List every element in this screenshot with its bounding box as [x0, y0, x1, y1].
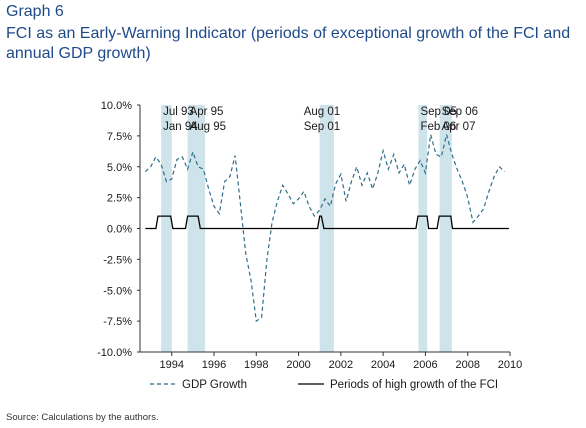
- y-tick-label: 5.0%: [107, 162, 132, 174]
- y-tick-label: -7.5%: [103, 316, 132, 328]
- period-label-start: Sep 05: [420, 106, 456, 118]
- y-tick-label: -10.0%: [97, 347, 132, 359]
- shaded-periods: [161, 105, 452, 352]
- x-tick-label: 1994: [159, 359, 183, 371]
- period-label-start: Sep 06: [442, 106, 478, 118]
- shaded-period-4: [418, 105, 428, 352]
- period-label-start: Jul 93: [163, 106, 194, 118]
- y-tick-label: 2.5%: [107, 193, 132, 205]
- y-tick-label: 0.0%: [107, 224, 132, 236]
- period-label-end: Aug 95: [190, 121, 226, 133]
- gdp-growth-line: [144, 134, 506, 323]
- period-label-end: Feb 06: [420, 121, 456, 133]
- legend-entry: Periods of high growth of the FCI: [330, 379, 498, 391]
- x-tick-label: 2010: [498, 359, 522, 371]
- y-tick-label: 10.0%: [101, 100, 132, 112]
- shaded-period-1: [161, 105, 172, 352]
- x-tick-label: 2008: [455, 359, 479, 371]
- fci-high-growth-line: [145, 215, 509, 230]
- shaded-period-2: [187, 105, 206, 352]
- source-note: Source: Calculations by the authors.: [6, 412, 159, 423]
- period-label-start: Apr 95: [190, 106, 224, 118]
- x-tick-label: 2002: [329, 359, 353, 371]
- legend: GDP Growth Periods of high growth of the …: [150, 379, 498, 391]
- x-tick-label: 1996: [202, 359, 226, 371]
- series: [144, 134, 509, 323]
- y-tick-label: -2.5%: [103, 254, 132, 266]
- period-label-end: Sep 01: [304, 121, 340, 133]
- period-label-end: Jan 94: [163, 121, 198, 133]
- period-label-end: Apr 07: [442, 121, 476, 133]
- axes: -10.0% -7.5% -5.0% -2.5% 0.0% 2.5% 5.0% 7.5% 10.…: [97, 100, 522, 371]
- period-labels: Jul 93 Jan 94 Apr 95 Aug 95 Aug 01 Sep 01 Sep …: [163, 106, 478, 133]
- x-tick-label: 1998: [244, 359, 268, 371]
- x-tick-label: 2006: [413, 359, 437, 371]
- legend-entry: GDP Growth: [182, 379, 247, 391]
- x-tick-label: 2000: [286, 359, 310, 371]
- shaded-period-5: [439, 105, 452, 352]
- y-tick-label: -5.0%: [103, 285, 132, 297]
- period-label-start: Aug 01: [304, 106, 340, 118]
- x-tick-label: 2004: [371, 359, 395, 371]
- graph-number: Graph 6: [6, 3, 64, 20]
- chart-title: FCI as an Early-Warning Indicator (perio…: [6, 25, 571, 62]
- y-tick-label: 7.5%: [107, 131, 132, 143]
